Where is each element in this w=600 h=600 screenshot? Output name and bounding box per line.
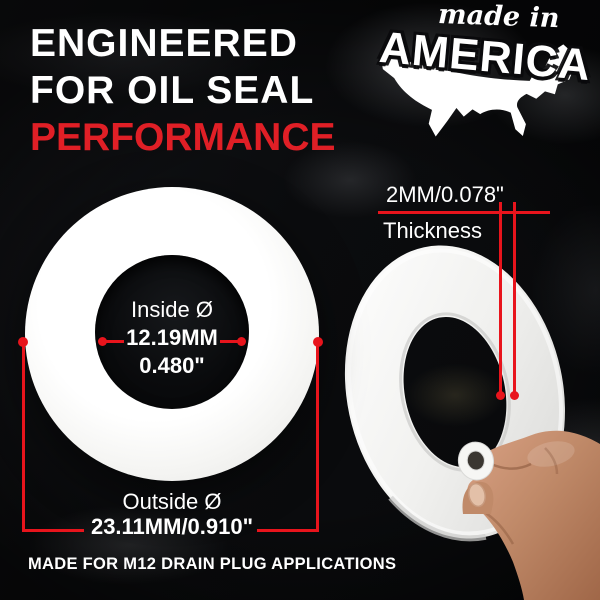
page-title: ENGINEERED FOR OIL SEAL PERFORMANCE xyxy=(30,20,336,161)
washer-front-view xyxy=(25,187,319,481)
title-line-2: FOR OIL SEAL xyxy=(30,69,315,112)
inside-diameter-inch: 0.480" xyxy=(139,353,205,378)
measure-line xyxy=(105,340,124,343)
measure-line xyxy=(257,529,319,532)
inside-diameter-mm: 12.19MM xyxy=(126,325,218,350)
title-line-1: ENGINEERED xyxy=(30,22,298,65)
outside-diameter-label: Outside Ø xyxy=(122,489,222,514)
thickness-label: Thickness xyxy=(383,218,483,243)
thickness-value: 2MM/0.078" xyxy=(386,182,504,207)
measure-dot xyxy=(496,391,505,400)
measure-line xyxy=(499,202,502,394)
measure-line xyxy=(22,529,84,532)
footer-text: MADE FOR M12 DRAIN PLUG APPLICATIONS xyxy=(28,555,397,573)
hand-image xyxy=(467,430,600,600)
washer-front-hole xyxy=(95,255,249,409)
inside-diameter-callout: Inside Ø 12.19MM 0.480" xyxy=(72,296,272,380)
measure-line xyxy=(316,342,319,532)
made-in-america-badge: made in AMERICA xyxy=(364,0,600,168)
measure-line xyxy=(22,342,25,532)
measure-line xyxy=(513,202,516,394)
measure-dot xyxy=(237,337,246,346)
outside-diameter-value: 23.11MM/0.910" xyxy=(90,514,254,539)
measure-dot xyxy=(98,337,107,346)
inside-diameter-label: Inside Ø xyxy=(131,297,213,322)
title-line-3: PERFORMANCE xyxy=(30,116,336,159)
small-washer xyxy=(457,441,494,481)
usa-map-icon xyxy=(380,44,574,137)
measure-line xyxy=(220,340,239,343)
fingertip-nail xyxy=(462,481,494,514)
measure-dot xyxy=(510,391,519,400)
measure-line xyxy=(378,211,550,214)
